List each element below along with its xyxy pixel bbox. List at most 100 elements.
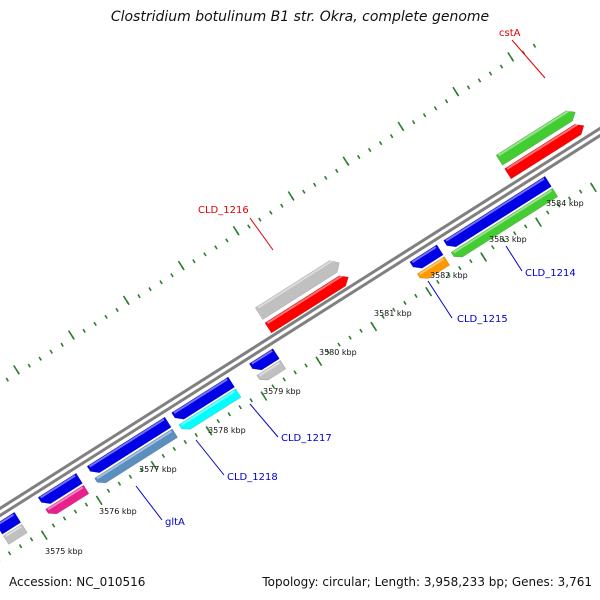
kbp-label-3579: 3579 kbp (263, 387, 301, 396)
gene-label-cld-1216: CLD_1216 (198, 205, 249, 216)
inner-tick (18, 544, 23, 549)
kbp-label-3580: 3580 kbp (319, 348, 357, 357)
outer-major-tick (122, 295, 129, 304)
leader-cld-1215 (427, 280, 453, 319)
map-title: Clostridium botulinum B1 str. Okra, comp… (110, 9, 490, 25)
outer-tick (532, 43, 537, 48)
inner-major-tick (371, 322, 378, 332)
label-leaders (135, 39, 546, 521)
outer-major-tick (397, 121, 404, 131)
inner-major-tick (425, 288, 433, 297)
kbp-label-3577: 3577 kbp (139, 465, 177, 474)
gene-cld-1216-red (264, 275, 349, 334)
leader-csta (511, 39, 546, 79)
outer-tick (115, 307, 119, 313)
outer-tick (466, 85, 471, 90)
gene-cld-1218-blue (86, 416, 172, 473)
outer-tick (302, 189, 306, 194)
outer-tick (93, 321, 97, 327)
gene-cld-1215-blue (409, 244, 444, 269)
outer-major-tick (507, 51, 514, 61)
inner-tick (513, 231, 517, 236)
outer-tick (148, 286, 152, 292)
inner-tick (282, 377, 286, 382)
inner-tick (491, 245, 495, 250)
kbp-label-3582: 3582 kbp (430, 271, 468, 280)
leader-glta (135, 485, 163, 521)
tick-rings (0, 43, 597, 562)
outer-tick (335, 168, 339, 174)
outer-major-tick (232, 225, 239, 235)
outer-tick (170, 273, 174, 278)
inner-tick (238, 405, 242, 410)
outer-tick (389, 133, 394, 139)
outer-major-tick (287, 191, 294, 200)
outer-tick (60, 342, 64, 347)
inner-tick (304, 363, 308, 368)
gene-label-cld-1217: CLD_1217 (281, 433, 332, 444)
outer-tick (247, 224, 251, 229)
inner-tick (348, 335, 352, 340)
inner-tick (84, 502, 89, 507)
accession-text: Accession: NC_010516 (9, 575, 146, 589)
gene-small-gray (2, 523, 28, 545)
inner-tick (62, 516, 67, 521)
gene-cld-1217b-blue (248, 348, 280, 371)
gene-cld-1215-orange-highlight (419, 258, 444, 275)
gene-cld-1215-orange (416, 256, 451, 279)
gene-cld-1218-steel (94, 428, 178, 484)
leader-cld-1217 (249, 403, 279, 438)
inner-major-tick (96, 496, 103, 506)
inner-tick (381, 314, 385, 319)
inner-tick (216, 418, 220, 424)
outer-tick (5, 377, 9, 382)
inner-tick (524, 224, 528, 229)
outer-tick (367, 147, 372, 153)
inner-tick (337, 342, 341, 347)
gene-cld-1218-blue-highlight (89, 418, 165, 468)
inner-tick (392, 307, 396, 312)
inner-major-tick (480, 253, 488, 262)
outer-tick (159, 280, 163, 285)
inner-tick (227, 412, 231, 417)
outer-tick (203, 252, 207, 257)
outer-tick (324, 175, 328, 180)
gene-cld-1216-gray-highlight (257, 258, 336, 309)
inner-tick (29, 537, 34, 542)
gene-label-csta: cstA (499, 28, 521, 39)
inner-tick (359, 328, 363, 333)
outer-tick (82, 328, 86, 334)
outer-tick (313, 182, 317, 187)
gene-csta-green-highlight (498, 108, 572, 157)
outer-tick (488, 71, 493, 76)
gene-csta-red (504, 124, 585, 180)
gene-cld-1217b-gray (256, 360, 287, 381)
leader-cld-1214 (505, 245, 523, 272)
gene-cld-1217-cyan-highlight (181, 390, 236, 426)
leader-cld-1216 (249, 217, 274, 251)
gene-label-cld-1218: CLD_1218 (227, 472, 278, 483)
inner-tick (271, 384, 275, 389)
gene-label-cld-1215: CLD_1215 (457, 314, 508, 325)
inner-major-tick (151, 461, 158, 471)
inner-tick (172, 446, 177, 452)
gene-cld-1217b-blue-highlight (251, 350, 273, 365)
inner-tick (578, 189, 583, 194)
inner-major-tick (590, 183, 597, 193)
gene-glta-blue-highlight (40, 474, 76, 499)
inner-tick (403, 300, 407, 306)
outer-tick (137, 293, 141, 299)
outer-tick (258, 217, 262, 222)
gene-small-gray-highlight (5, 525, 22, 537)
kbp-label-3576: 3576 kbp (99, 507, 137, 516)
gene-small-blue-highlight (0, 513, 15, 525)
gene-cld-1216-red-highlight (266, 273, 345, 324)
kbp-label-3575: 3575 kbp (45, 547, 83, 556)
outer-tick (422, 113, 427, 118)
outer-tick (269, 210, 273, 215)
inner-tick (556, 203, 561, 208)
kbp-label-3584: 3584 kbp (546, 199, 584, 208)
outer-major-tick (13, 364, 20, 374)
outer-tick (378, 140, 383, 146)
